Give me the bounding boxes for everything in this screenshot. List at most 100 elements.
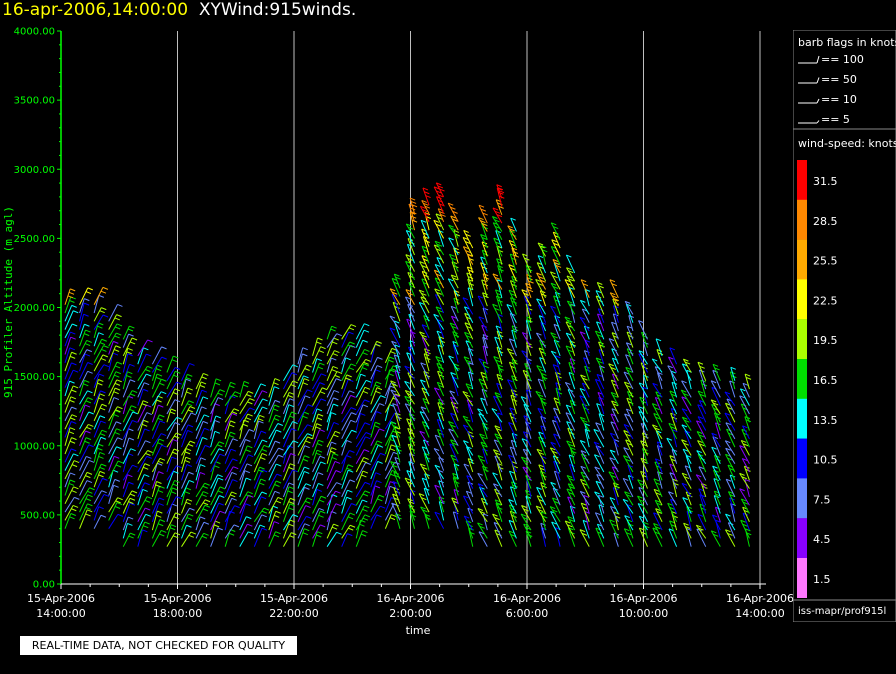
wind-barb	[463, 230, 474, 249]
wind-barb	[419, 331, 430, 347]
wind-barb	[627, 475, 634, 489]
wind-barb	[224, 438, 234, 456]
y-tick-label: 1500.00	[14, 372, 55, 383]
barb-legend-label: == 10	[821, 93, 857, 106]
wind-barb	[622, 498, 634, 514]
wind-barb	[730, 503, 736, 522]
wind-barb	[122, 428, 129, 448]
wind-barb	[466, 475, 474, 489]
wind-barb	[448, 421, 459, 438]
wind-barb	[540, 456, 547, 473]
wind-barb	[64, 369, 74, 388]
wind-barb	[438, 496, 445, 513]
wind-barb	[466, 272, 474, 290]
wind-barb	[594, 379, 605, 398]
wind-barb	[195, 428, 205, 448]
wind-barb	[566, 421, 576, 440]
speed-legend-swatch	[797, 199, 807, 240]
wind-barb	[297, 364, 307, 382]
wind-barb	[122, 420, 133, 440]
wind-barb	[462, 391, 474, 406]
wind-barb	[523, 523, 532, 539]
wind-barb	[713, 455, 721, 473]
wind-barb	[526, 316, 532, 332]
y-axis-label: 915 Profiler Altitude (m agl)	[2, 206, 15, 398]
wind-barb	[566, 300, 576, 315]
wind-barb	[493, 356, 503, 373]
wind-barb	[355, 349, 365, 365]
wind-barb	[297, 523, 306, 539]
wind-barb	[64, 362, 72, 380]
wind-barb	[584, 429, 590, 448]
wind-barb	[210, 486, 221, 506]
wind-barb	[496, 188, 503, 207]
wind-barb	[623, 424, 634, 440]
wind-barb	[384, 412, 396, 430]
wind-barb	[79, 302, 85, 322]
wind-barb	[478, 531, 488, 547]
wind-barb	[79, 349, 88, 364]
wind-barb	[268, 521, 275, 539]
wind-barb	[700, 483, 707, 498]
wind-barb	[239, 463, 248, 481]
y-tick-label: 1000.00	[14, 441, 55, 452]
y-tick-label: 3000.00	[14, 165, 55, 176]
wind-barb	[610, 379, 619, 398]
wind-barb	[714, 507, 721, 522]
wind-barb	[79, 340, 88, 355]
wind-barb	[511, 359, 517, 373]
wind-barb	[536, 487, 547, 506]
wind-barb	[355, 436, 366, 456]
wind-barb	[611, 408, 619, 423]
wind-barb	[538, 431, 547, 448]
wind-barb	[465, 383, 474, 398]
wind-barb	[239, 398, 250, 415]
wind-barb	[268, 400, 276, 415]
wind-barb	[181, 374, 188, 390]
wind-barb	[93, 506, 100, 521]
wind-barb	[744, 416, 750, 431]
wind-barb	[407, 428, 415, 446]
wind-barb	[478, 358, 488, 373]
wind-barb	[608, 338, 619, 357]
wind-barb	[584, 289, 590, 307]
wind-barb	[64, 497, 75, 513]
wind-barb	[224, 511, 231, 531]
wind-barb	[436, 363, 445, 380]
wind-barb	[239, 391, 249, 406]
wind-barb	[467, 431, 474, 448]
wind-barb	[526, 478, 532, 498]
wind-barb	[525, 389, 532, 406]
wind-barb	[312, 510, 321, 531]
wind-barb	[355, 340, 364, 357]
wind-barb	[466, 266, 474, 282]
wind-barb	[253, 453, 263, 473]
wind-barb	[93, 420, 102, 438]
wind-barb	[405, 289, 415, 305]
wind-barb	[638, 527, 648, 547]
wind-barb	[409, 489, 415, 504]
wind-barb	[553, 324, 561, 340]
wind-barb	[569, 358, 576, 373]
wind-barb	[392, 302, 401, 322]
wind-barb	[686, 506, 692, 522]
wind-barb	[713, 478, 721, 498]
wind-barb	[64, 421, 72, 438]
wind-barb	[166, 471, 174, 489]
wind-barb	[653, 489, 663, 506]
x-tick-label: 15-Apr-2006	[143, 592, 211, 605]
wind-barb	[525, 283, 532, 298]
wind-barb	[108, 428, 117, 446]
wind-barb	[137, 366, 148, 382]
wind-barb	[405, 223, 415, 239]
wind-barb	[638, 350, 648, 365]
wind-barb	[480, 498, 488, 514]
wind-barb	[477, 522, 488, 539]
wind-barb	[453, 247, 459, 264]
wind-barb	[652, 527, 663, 547]
wind-barb	[93, 373, 100, 388]
wind-barb	[553, 433, 561, 448]
wind-barb	[122, 437, 130, 456]
wind-barb	[699, 400, 707, 415]
wind-barb	[449, 254, 459, 272]
